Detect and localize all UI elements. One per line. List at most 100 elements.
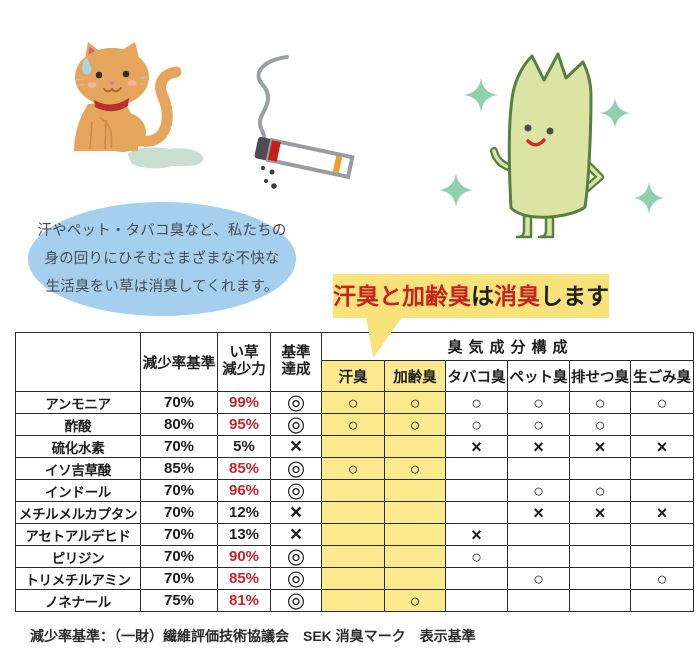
odor-cell: × <box>507 435 570 458</box>
table-row: アセトアルデヒド 70% 13% × × <box>15 523 695 546</box>
substance-cell: インドール <box>15 479 141 502</box>
pass-cell: ◎ <box>270 589 322 612</box>
odor-cell <box>507 545 570 568</box>
odor-cell <box>507 457 570 480</box>
standard-cell: 70% <box>140 567 218 590</box>
smoking-cigarette-illustration <box>254 55 355 189</box>
standard-cell: 70% <box>140 501 218 524</box>
odor-cell <box>445 479 508 502</box>
odor-cell <box>569 457 631 480</box>
header-igusa: い草 減少力 <box>217 332 271 392</box>
odor-cell: × <box>445 523 508 546</box>
pass-cell: × <box>270 435 322 458</box>
table-row: ピリジン 70% 90% ◎ ○ <box>15 545 695 568</box>
odor-cell <box>384 501 446 524</box>
top-illustrations <box>74 42 664 239</box>
odor-cell <box>321 479 385 502</box>
odor-cell <box>321 435 385 458</box>
odor-cell <box>569 523 631 546</box>
substance-cell: アセトアルデヒド <box>15 523 141 546</box>
callout-tail <box>366 316 403 358</box>
pass-cell: × <box>270 523 322 546</box>
odor-cell: ○ <box>321 457 385 480</box>
bubble-line: 身の回りにひそむさまざまな不快な <box>44 251 280 267</box>
odor-cell: × <box>569 435 631 458</box>
standard-cell: 70% <box>140 545 218 568</box>
odor-cell <box>507 523 570 546</box>
mascot-body <box>507 52 593 219</box>
header-odor-pet: ペット臭 <box>507 360 570 392</box>
header-odor-tobacco: タバコ臭 <box>445 360 508 392</box>
standard-cell: 70% <box>140 391 218 414</box>
table-row: イソ吉草酸 85% 85% ◎ ○ ○ <box>15 457 695 480</box>
odor-cell: ○ <box>569 391 631 414</box>
odor-cell: ○ <box>384 391 446 414</box>
pass-cell: ◎ <box>270 391 322 414</box>
odor-cell: × <box>569 501 631 524</box>
odor-cell <box>569 589 631 612</box>
header-substance <box>15 332 141 392</box>
odor-cell: ○ <box>321 413 385 436</box>
callout-text: は <box>471 283 494 309</box>
igusa-grass-mascot-illustration <box>439 52 664 239</box>
sparkle-icon <box>634 182 664 214</box>
odor-cell <box>629 523 695 546</box>
odor-cell: × <box>629 501 695 524</box>
pass-cell: ◎ <box>270 413 322 436</box>
speech-bubble: 汗やペット・タバコ臭など、私たちの 身の回りにひそむさまざまな不快な 生活臭をい… <box>28 202 296 316</box>
odor-cell <box>507 589 570 612</box>
bubble-line: 生活臭をい草は消臭してくれます。 <box>45 279 279 295</box>
sparkle-icon <box>600 98 630 128</box>
odor-cell: × <box>507 501 570 524</box>
cigarette-filter-band <box>332 155 343 173</box>
odor-cell <box>629 413 695 436</box>
odor-cell: ○ <box>569 479 631 502</box>
odor-cell: ○ <box>384 457 446 480</box>
igusa-cell: 81% <box>217 589 271 612</box>
substance-cell: トリメチルアミン <box>15 567 141 590</box>
odor-cell <box>384 479 446 502</box>
header-standard: 減少率基準 <box>140 332 218 392</box>
bubble-line: 汗やペット・タバコ臭など、私たちの <box>37 223 287 239</box>
standard-cell: 70% <box>140 435 218 458</box>
odor-cell <box>445 457 508 480</box>
odor-cell <box>321 567 385 590</box>
sparkle-icon <box>464 78 498 112</box>
odor-cell: ○ <box>629 567 695 590</box>
odor-cell <box>629 545 695 568</box>
odor-cell: ○ <box>445 391 508 414</box>
odor-cell <box>321 545 385 568</box>
odor-cell <box>629 479 695 502</box>
cat-collar <box>94 98 129 112</box>
odor-cell <box>321 523 385 546</box>
odor-cell <box>384 567 446 590</box>
odor-cell <box>569 545 631 568</box>
odor-cell <box>321 589 385 612</box>
table-row: 硫化水素 70% 5% × × × × × <box>15 435 695 458</box>
igusa-cell: 95% <box>217 413 271 436</box>
header-odor-excretion: 排せつ臭 <box>569 360 631 392</box>
odor-cell <box>445 589 508 612</box>
standard-cell: 85% <box>140 457 218 480</box>
table-row: トリメチルアミン 70% 85% ◎ ○ ○ <box>15 567 695 590</box>
odor-cell <box>321 501 385 524</box>
header-odor-sweat: 汗臭 <box>321 360 385 392</box>
igusa-cell: 85% <box>217 567 271 590</box>
odor-cell <box>629 457 695 480</box>
igusa-cell: 90% <box>217 545 271 568</box>
igusa-cell: 13% <box>217 523 271 546</box>
pass-cell: ◎ <box>270 567 322 590</box>
odor-cell: ○ <box>507 479 570 502</box>
odor-cell: × <box>629 435 695 458</box>
callout-text-red: 消臭 <box>494 283 540 309</box>
standard-cell: 70% <box>140 479 218 502</box>
table-row: ノネナール 75% 81% ◎ ○ <box>15 589 695 612</box>
table-row: アンモニア 70% 99% ◎ ○ ○ ○ ○ ○ ○ <box>15 391 695 414</box>
table-row: インドール 70% 96% ◎ ○ ○ <box>15 479 695 502</box>
odor-cell: ○ <box>384 589 446 612</box>
deodorizing-table: 減少率基準 い草 減少力 基準 達成 臭気成分構成 汗臭 加齢臭 タバコ臭 ペッ… <box>15 332 695 612</box>
substance-cell: 硫化水素 <box>15 435 141 458</box>
standard-cell: 80% <box>140 413 218 436</box>
smoke-curl <box>256 55 289 146</box>
igusa-cell: 96% <box>217 479 271 502</box>
